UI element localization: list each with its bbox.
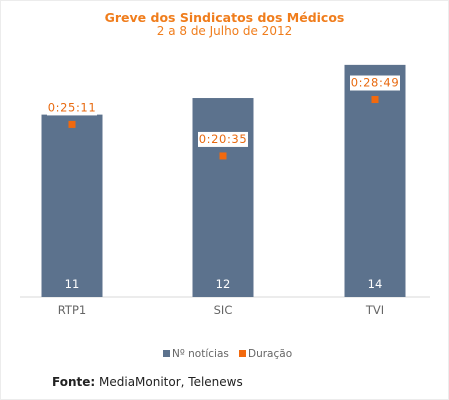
legend-swatch-noticias <box>163 350 170 357</box>
duration-marker-tvi <box>371 96 379 104</box>
chart-subtitle: 2 a 8 de Julho de 2012 <box>156 24 293 38</box>
x-tick-label: SIC <box>214 303 233 317</box>
bar-tvi <box>344 64 406 297</box>
chart-title: Greve dos Sindicatos dos Médicos <box>104 10 345 25</box>
legend-label-noticias: Nº notícias <box>172 348 229 360</box>
source-label: Fonte: <box>52 375 96 389</box>
legend-swatch-duracao <box>239 350 246 357</box>
duration-marker-rtp1 <box>68 120 76 128</box>
bar-value-label: 12 <box>216 277 231 291</box>
duration-label-bg <box>350 75 400 91</box>
duration-value-label: 0:25:11 <box>48 100 97 114</box>
bar-rtp1 <box>41 114 103 297</box>
legend-label-duracao: Duração <box>248 348 292 360</box>
bar-sic <box>192 98 254 297</box>
source-note: Fonte: MediaMonitor, Telenews <box>52 375 243 389</box>
bar-value-label: 11 <box>65 277 80 291</box>
x-tick-label: TVI <box>365 303 384 317</box>
bar-value-label: 14 <box>368 277 383 291</box>
duration-label-bg <box>47 100 97 116</box>
duration-marker-sic <box>219 152 227 160</box>
source-text: MediaMonitor, Telenews <box>99 375 243 389</box>
duration-value-label: 0:28:49 <box>351 76 400 90</box>
duration-label-bg <box>198 131 248 147</box>
duration-value-label: 0:20:35 <box>199 132 248 146</box>
x-tick-label: RTP1 <box>58 303 86 317</box>
